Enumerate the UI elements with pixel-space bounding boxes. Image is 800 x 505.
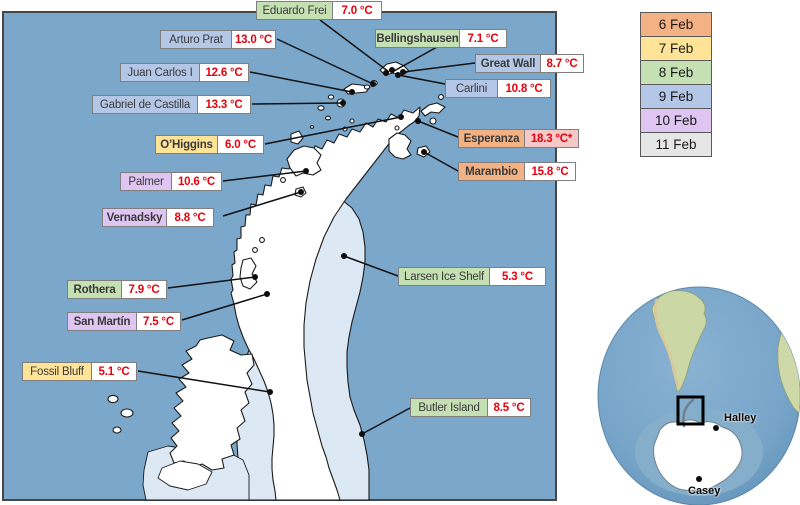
station-name: Gabriel de Castilla bbox=[92, 95, 198, 114]
station-temp: 7.9 °C bbox=[121, 280, 167, 299]
station-temp: 8.7 °C bbox=[540, 54, 584, 73]
station-name: Marambio bbox=[458, 162, 525, 181]
station-temp: 8.8 °C bbox=[166, 208, 214, 227]
station-name: Carlini bbox=[445, 79, 498, 98]
station-name: Juan Carlos I bbox=[120, 63, 200, 82]
station-name: Palmer bbox=[120, 172, 172, 191]
legend-item-6-feb: 6 Feb bbox=[640, 12, 712, 37]
legend-item-9-feb: 9 Feb bbox=[640, 84, 712, 109]
station-label-carlini: Carlini 10.8 °C bbox=[445, 79, 551, 98]
station-name: Esperanza bbox=[458, 129, 525, 148]
station-temp: 10.6 °C bbox=[171, 172, 222, 191]
station-label-rothera: Rothera 7.9 °C bbox=[67, 280, 167, 299]
station-temp: 5.3 °C bbox=[489, 267, 546, 286]
station-name: Great Wall bbox=[475, 54, 541, 73]
station-label-palmer: Palmer 10.6 °C bbox=[120, 172, 222, 191]
station-temp: 13.0 °C bbox=[231, 30, 276, 49]
globe-inset bbox=[597, 286, 800, 505]
station-name: Rothera bbox=[67, 280, 122, 299]
halley-dot bbox=[713, 425, 719, 431]
station-name: San Martín bbox=[67, 312, 137, 331]
charcot-island bbox=[157, 460, 213, 491]
station-temp: 12.6 °C bbox=[199, 63, 249, 82]
station-label-butler-island: Butler Island 8.5 °C bbox=[410, 398, 531, 417]
leader-lines bbox=[137, 19, 476, 435]
station-name: Eduardo Frei bbox=[256, 1, 333, 20]
station-temp: 18.3 °C* bbox=[524, 129, 579, 148]
station-temp: 15.8 °C bbox=[524, 162, 576, 181]
station-name: Arturo Prat bbox=[160, 30, 232, 49]
james-ross-island bbox=[388, 132, 412, 160]
station-dots bbox=[252, 67, 427, 437]
halley-label: Halley bbox=[724, 412, 757, 424]
station-name: Bellingshausen bbox=[375, 29, 460, 48]
station-label-san-martin: San Martín 7.5 °C bbox=[67, 312, 181, 331]
casey-dot bbox=[696, 476, 702, 482]
station-temp: 13.3 °C bbox=[197, 95, 251, 114]
station-temp: 7.1 °C bbox=[459, 29, 507, 48]
date-legend: 6 Feb 7 Feb 8 Feb 9 Feb 10 Feb 11 Feb bbox=[640, 12, 712, 157]
anvers-island bbox=[286, 145, 322, 177]
station-label-eduardo-frei: Eduardo Frei 7.0 °C bbox=[256, 1, 382, 20]
legend-item-8-feb: 8 Feb bbox=[640, 60, 712, 85]
station-label-fossil-bluff: Fossil Bluff 5.1 °C bbox=[22, 362, 137, 381]
station-label-bellingshausen: Bellingshausen 7.1 °C bbox=[375, 29, 507, 48]
station-label-marambio: Marambio 15.8 °C bbox=[458, 162, 576, 181]
antarctica bbox=[653, 419, 743, 491]
station-name: O’Higgins bbox=[155, 135, 218, 154]
station-temp: 7.0 °C bbox=[332, 1, 382, 20]
casey-label: Casey bbox=[688, 485, 721, 497]
legend-item-11-feb: 11 Feb bbox=[640, 132, 712, 157]
legend-item-7-feb: 7 Feb bbox=[640, 36, 712, 61]
station-label-larsen-ice-shelf: Larsen Ice Shelf 5.3 °C bbox=[398, 267, 546, 286]
station-temp: 7.5 °C bbox=[136, 312, 181, 331]
station-name: Fossil Bluff bbox=[22, 362, 92, 381]
station-name: Vernadsky bbox=[102, 208, 167, 227]
joinville-island bbox=[420, 102, 446, 117]
andes bbox=[654, 298, 680, 388]
station-name: Larsen Ice Shelf bbox=[398, 267, 490, 286]
station-temp: 10.8 °C bbox=[497, 79, 551, 98]
station-name: Butler Island bbox=[410, 398, 488, 417]
station-label-great-wall: Great Wall 8.7 °C bbox=[475, 54, 584, 73]
station-label-arturo-prat: Arturo Prat 13.0 °C bbox=[160, 30, 276, 49]
station-label-esperanza: Esperanza 18.3 °C* bbox=[458, 129, 579, 148]
adelaide-island bbox=[239, 257, 258, 290]
station-label-juan-carlos-i: Juan Carlos I 12.6 °C bbox=[120, 63, 249, 82]
peninsula-highlight-box bbox=[676, 395, 705, 426]
station-label-gabriel-de-castilla: Gabriel de Castilla 13.3 °C bbox=[92, 95, 251, 114]
station-label-vernadsky: Vernadsky 8.8 °C bbox=[102, 208, 214, 227]
legend-item-10-feb: 10 Feb bbox=[640, 108, 712, 133]
antarctic-peninsula-arm bbox=[682, 398, 695, 428]
station-temp: 5.1 °C bbox=[91, 362, 137, 381]
station-temp: 8.5 °C bbox=[487, 398, 531, 417]
station-temp: 6.0 °C bbox=[217, 135, 264, 154]
station-label-ohiggins: O’Higgins 6.0 °C bbox=[155, 135, 264, 154]
